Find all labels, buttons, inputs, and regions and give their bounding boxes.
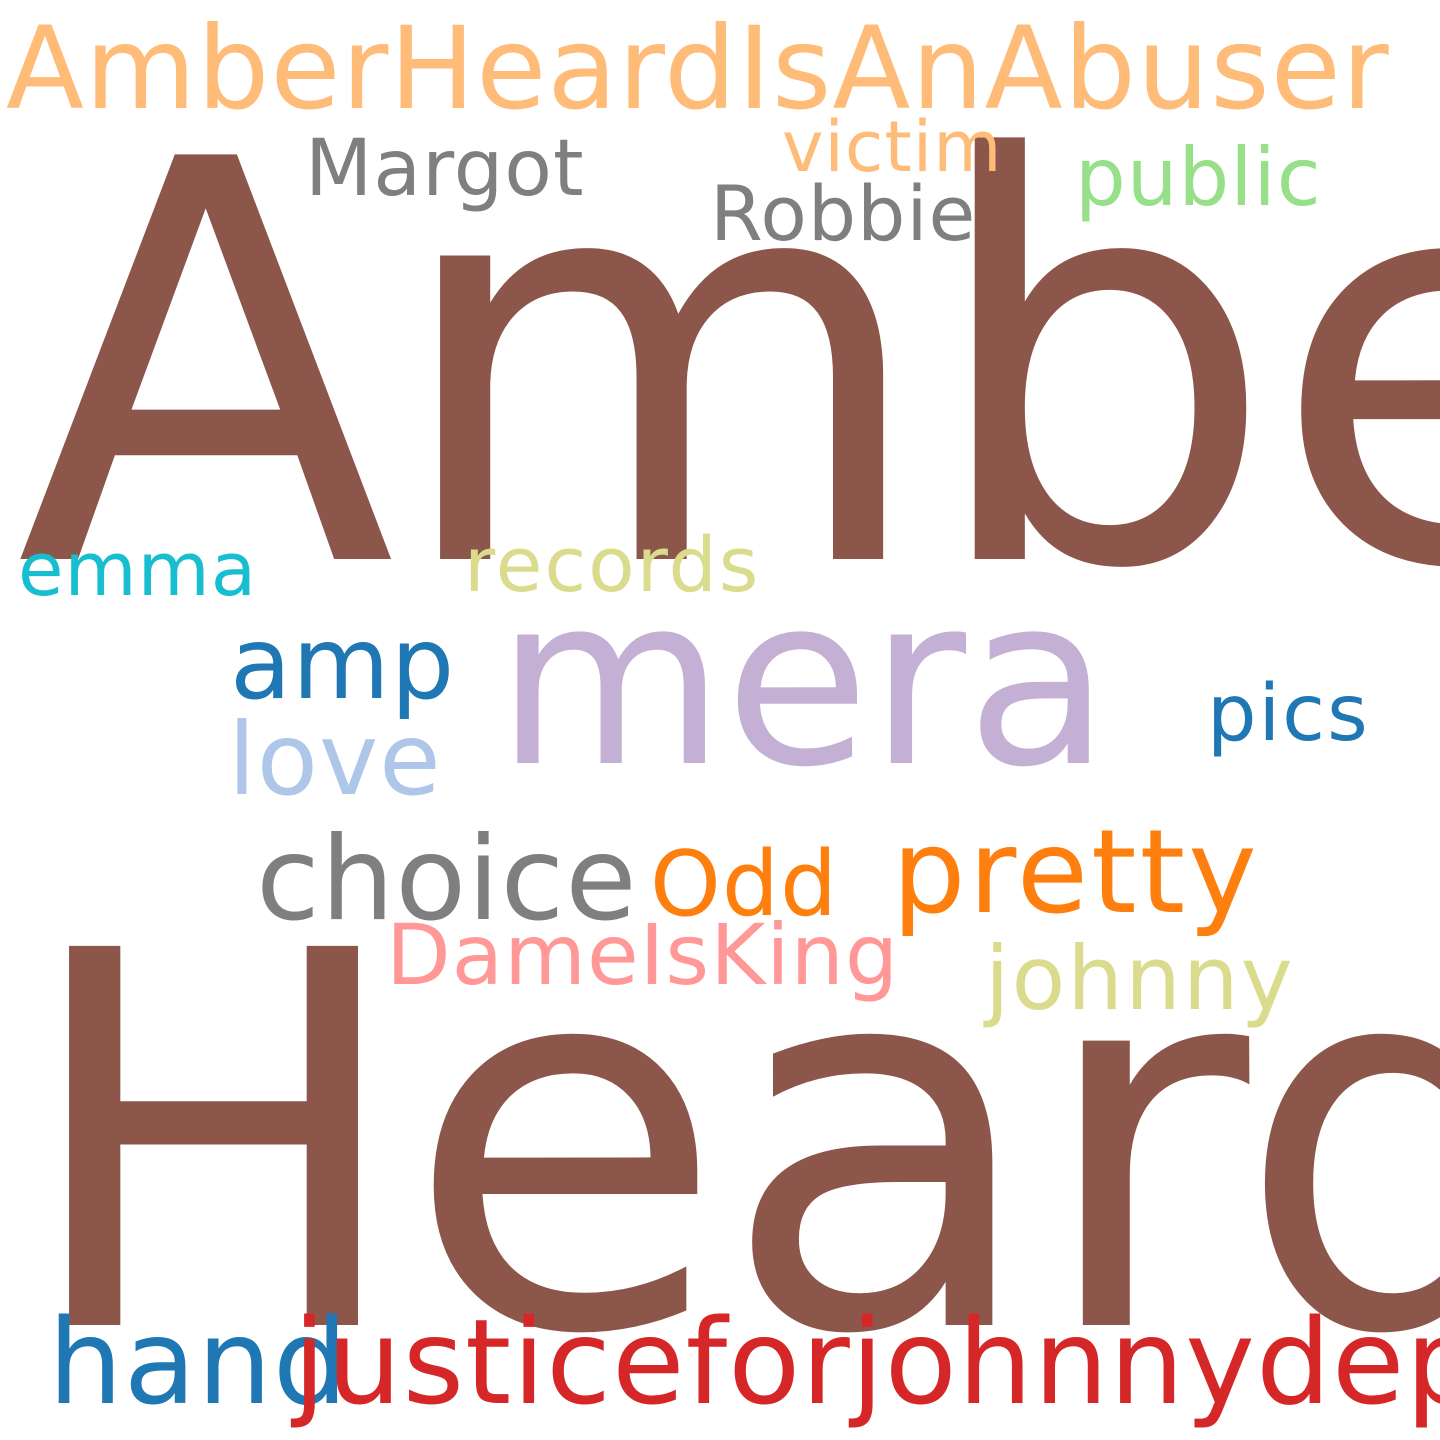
word-dameisking: DameIsKing <box>386 906 900 1004</box>
word-pics: pics <box>1207 669 1370 759</box>
word-amp: amp <box>230 605 456 722</box>
word-public: public <box>1075 131 1322 224</box>
word-amberheardisanabuser: AmberHeardIsAnAbuser <box>6 2 1390 135</box>
word-heard: Heard <box>18 842 1440 1440</box>
word-odd: Odd <box>650 832 839 937</box>
word-victim: victim <box>782 106 1003 188</box>
word-records: records <box>464 520 761 609</box>
word-justiceforjohnnydepp: justiceforjohnnydepp <box>293 1293 1440 1431</box>
word-mera: mera <box>496 546 1111 819</box>
word-robbie: Robbie <box>710 169 977 258</box>
word-emma: emma <box>18 527 258 613</box>
word-love: love <box>228 701 442 818</box>
word-choice: choice <box>256 812 638 947</box>
word-hand: hand <box>48 1293 349 1431</box>
word-amber: Amber <box>16 44 1440 690</box>
word-margot: Margot <box>305 124 585 214</box>
word-johnny: johnny <box>985 927 1295 1030</box>
word-pretty: pretty <box>892 805 1260 940</box>
